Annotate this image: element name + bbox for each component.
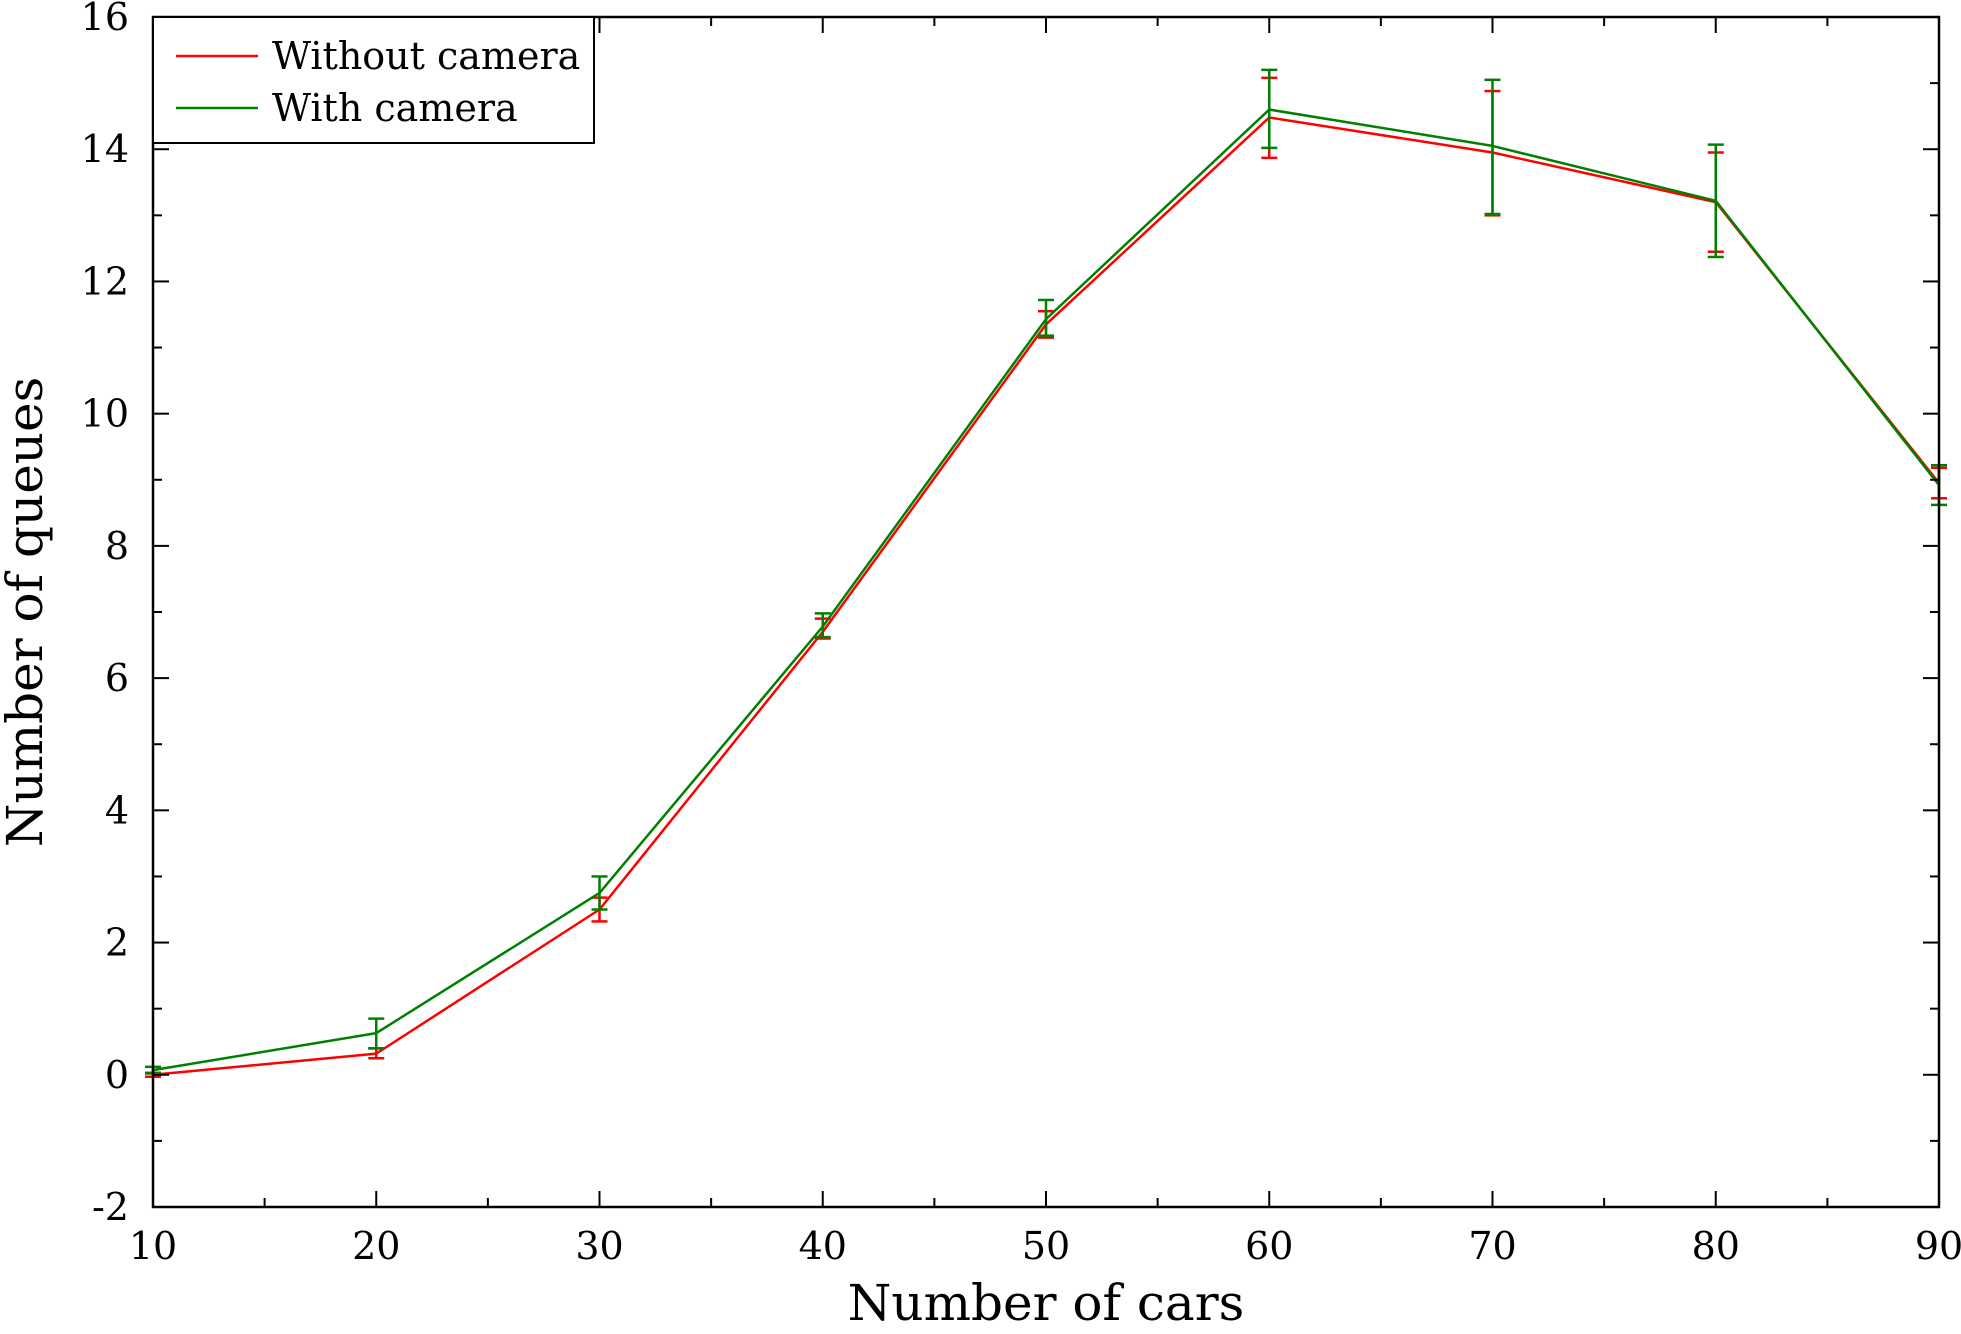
x-tick-label: 40 bbox=[799, 1224, 847, 1268]
y-tick-label: 10 bbox=[81, 392, 129, 436]
y-tick-label: 4 bbox=[105, 788, 129, 832]
plot-layer bbox=[145, 68, 1947, 1079]
plot-frame bbox=[151, 15, 1941, 1209]
y-axis-label: Number of queues bbox=[0, 377, 54, 848]
series-with-camera bbox=[145, 68, 1947, 1075]
series-without-camera bbox=[145, 76, 1947, 1079]
x-tick-label: 70 bbox=[1468, 1224, 1516, 1268]
series-line-without-camera bbox=[152, 116, 1940, 1077]
x-tick-label: 50 bbox=[1022, 1224, 1070, 1268]
legend: Without camera With camera bbox=[152, 16, 595, 144]
y-tick-label: 12 bbox=[81, 259, 129, 303]
y-tick-label: 0 bbox=[105, 1053, 129, 1097]
x-tick-label: 10 bbox=[129, 1224, 177, 1268]
ticks-layer: 10 20 30 40 50 60 70 80 90 -2 0 2 4 6 8 10 12 14 16 bbox=[81, 0, 1961, 1268]
x-tick-label: 30 bbox=[575, 1224, 623, 1268]
legend-box bbox=[152, 16, 595, 144]
x-tick-label: 80 bbox=[1692, 1224, 1740, 1268]
y-tick-label: -2 bbox=[92, 1185, 129, 1229]
series-line-with-camera bbox=[152, 108, 1940, 1072]
y-tick-label: 14 bbox=[81, 127, 129, 171]
legend-label-without-camera: Without camera bbox=[272, 34, 580, 78]
x-tick-label: 90 bbox=[1915, 1224, 1961, 1268]
y-tick-label: 6 bbox=[105, 656, 129, 700]
x-tick-label: 20 bbox=[352, 1224, 400, 1268]
y-tick-label: 16 bbox=[81, 0, 129, 39]
x-axis-label: Number of cars bbox=[848, 1274, 1245, 1332]
y-tick-label: 2 bbox=[105, 921, 129, 965]
y-tick-label: 8 bbox=[105, 524, 129, 568]
x-tick-label: 60 bbox=[1245, 1224, 1293, 1268]
legend-label-with-camera: With camera bbox=[272, 86, 518, 130]
